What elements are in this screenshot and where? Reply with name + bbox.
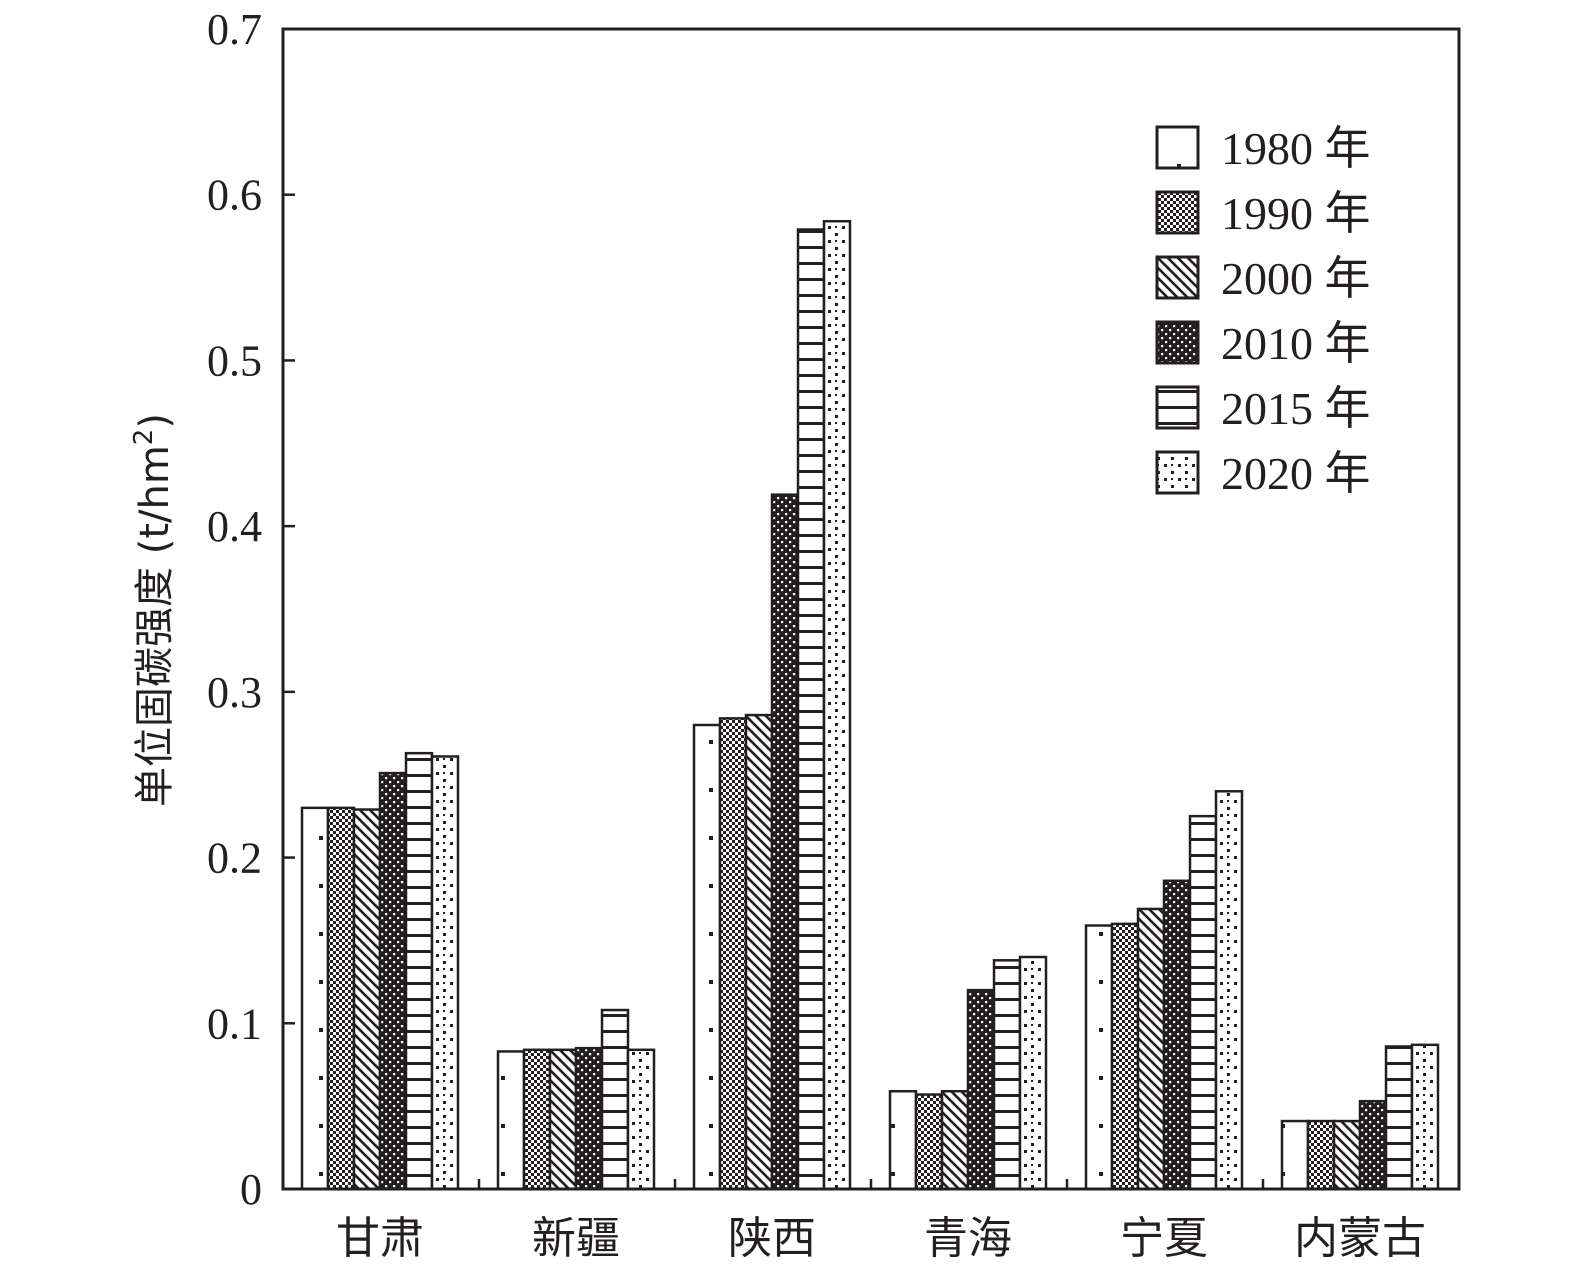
y-axis-title-close: ) [132, 413, 178, 429]
bar-3-5 [1018, 955, 1048, 1191]
bar-2-1 [718, 717, 748, 1191]
bar-1-4 [600, 1008, 630, 1191]
bar-5-4 [1384, 1045, 1414, 1191]
bar-4-4 [1188, 814, 1218, 1191]
legend-swatch [1155, 320, 1200, 365]
legend-label: 2000 年 [1221, 253, 1371, 304]
y-axis-label: 单位固碳强度 (t/hm2) [129, 413, 178, 807]
bar-2-5 [822, 219, 852, 1191]
y-tick-label: 0.1 [207, 999, 262, 1048]
legend-label: 1980 年 [1221, 123, 1371, 174]
x-tick-label: 内蒙古 [1294, 1213, 1426, 1264]
bar-2-2 [744, 713, 774, 1191]
bar-4-1 [1110, 922, 1140, 1191]
bar-0-5 [430, 755, 460, 1191]
bar-1-5 [626, 1048, 656, 1191]
bar-3-0 [888, 1089, 918, 1191]
x-tick-label: 宁夏 [1120, 1213, 1208, 1264]
plot-frame [281, 27, 1461, 1191]
bar-4-5 [1214, 790, 1244, 1191]
y-axis-title: 单位固碳强度 (t/hm2) [129, 413, 178, 807]
legend-swatch [1155, 190, 1200, 235]
bars [300, 219, 1440, 1191]
bar-1-2 [548, 1048, 578, 1191]
bar-0-2 [352, 808, 382, 1191]
bar-5-2 [1332, 1119, 1362, 1191]
y-axis-ticks: 0 0.1 0.2 0.3 0.4 0.5 0.6 0.7 [207, 5, 295, 1214]
bar-2-4 [796, 228, 826, 1191]
bar-4-3 [1162, 879, 1192, 1191]
bar-5-0 [1280, 1119, 1310, 1191]
legend-label: 2010 年 [1221, 318, 1371, 369]
y-tick-label: 0.3 [207, 668, 262, 717]
bar-3-3 [966, 988, 996, 1191]
bar-1-3 [574, 1046, 604, 1191]
bar-2-0 [692, 723, 722, 1191]
legend-label: 2015 年 [1221, 383, 1371, 434]
bar-3-4 [992, 959, 1022, 1191]
y-axis-title-superscript: 2 [129, 429, 159, 446]
y-tick-label: 0.7 [207, 5, 262, 54]
legend-swatch [1155, 255, 1200, 300]
legend-swatch [1155, 450, 1200, 495]
y-tick-label: 0 [240, 1165, 262, 1214]
y-tick-label: 0.6 [207, 171, 262, 220]
bar-5-1 [1306, 1119, 1336, 1191]
bar-3-1 [914, 1093, 944, 1191]
y-tick-label: 0.4 [207, 502, 262, 551]
bar-3-2 [940, 1089, 970, 1191]
x-tick-label: 甘肃 [336, 1213, 424, 1264]
y-tick-label: 0.2 [207, 834, 262, 883]
legend: 1980 年 1990 年 2000 年 2010 年 2015 年 2020 年 [1155, 123, 1371, 499]
bar-5-3 [1358, 1099, 1388, 1191]
bar-4-2 [1136, 907, 1166, 1191]
bar-4-0 [1084, 924, 1114, 1191]
category-labels: 甘肃 新疆 陕西 青海 宁夏 内蒙古 [336, 1213, 1426, 1264]
bar-0-0 [300, 806, 330, 1191]
y-axis-title-main: 单位固碳强度 (t/hm [132, 445, 178, 807]
legend-swatch [1155, 385, 1200, 430]
bar-0-1 [326, 806, 356, 1191]
x-tick-label: 陕西 [728, 1213, 816, 1264]
legend-swatch [1155, 125, 1200, 170]
legend-label: 1990 年 [1221, 188, 1371, 239]
legend-label: 2020 年 [1221, 448, 1371, 499]
bar-1-0 [496, 1050, 526, 1191]
bar-5-5 [1410, 1043, 1440, 1191]
bar-0-4 [404, 751, 434, 1191]
x-tick-label: 新疆 [532, 1213, 620, 1264]
bar-0-3 [378, 771, 408, 1191]
x-tick-label: 青海 [924, 1213, 1012, 1264]
y-tick-label: 0.5 [207, 336, 262, 385]
bar-2-3 [770, 493, 800, 1191]
x-axis-ticks [477, 1179, 1265, 1189]
bar-1-1 [522, 1048, 552, 1191]
